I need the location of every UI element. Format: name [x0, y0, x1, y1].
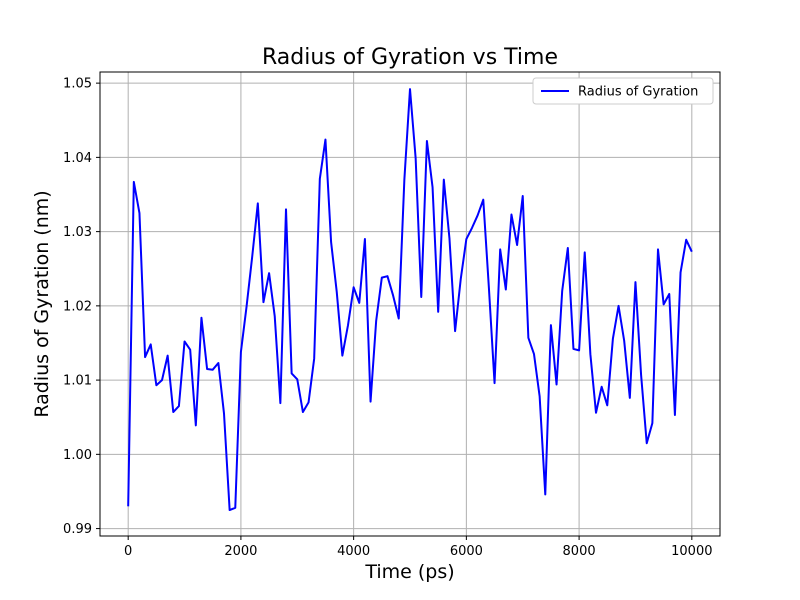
chart-title: Radius of Gyration vs Time	[262, 45, 558, 70]
legend-box	[532, 77, 714, 105]
y-axis-label: Radius of Gyration (nm)	[31, 190, 53, 417]
y-tick-label: 1.05	[63, 77, 92, 92]
plot-area	[100, 72, 720, 536]
y-tick-label: 1.04	[63, 151, 92, 166]
series-layer	[127, 88, 693, 512]
series-line-radius-of-gyration	[127, 88, 693, 512]
x-axis-label: Time (ps)	[364, 561, 454, 583]
x-tick-label: 8000	[563, 544, 596, 559]
plot-frame	[99, 71, 721, 537]
x-tick-label: 2000	[224, 544, 257, 559]
x-tick-label: 10000	[671, 544, 712, 559]
grid	[100, 72, 720, 536]
y-tick-label: 1.00	[63, 448, 92, 463]
y-tick-label: 1.01	[63, 374, 92, 389]
legend: Radius of Gyration	[532, 77, 714, 105]
x-tick-label: 6000	[450, 544, 483, 559]
ticks: 0 2000 4000 6000 8000 10000 0.99 1.00 1.01 1.02 1.…	[63, 77, 712, 559]
legend-label: Radius of Gyration	[578, 85, 698, 100]
y-tick-label: 1.02	[63, 299, 92, 314]
x-tick-label: 4000	[337, 544, 370, 559]
y-tick-label: 0.99	[63, 522, 92, 537]
x-tick-label: 0	[124, 544, 132, 559]
y-tick-label: 1.03	[63, 225, 92, 240]
